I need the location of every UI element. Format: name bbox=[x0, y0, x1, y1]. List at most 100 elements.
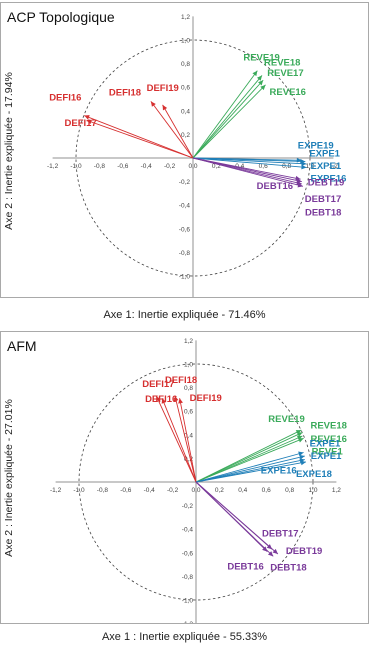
vector-arrowhead bbox=[296, 432, 303, 437]
x-tick-label: -0,4 bbox=[141, 163, 153, 170]
x-tick-label: 1,0 bbox=[305, 163, 314, 170]
x-tick-label: -1,2 bbox=[50, 487, 62, 494]
y-tick-label: 0,8 bbox=[184, 385, 193, 392]
y-tick-label: -0,8 bbox=[182, 574, 194, 581]
y-tick-label: -1,0 bbox=[179, 274, 191, 281]
point-label: EXPE18 bbox=[296, 469, 332, 480]
point-label: DEBT16 bbox=[257, 181, 293, 192]
point-label: EXPE1 bbox=[310, 439, 341, 450]
x-tick-label: 0,6 bbox=[259, 163, 268, 170]
point-label: REVE16 bbox=[310, 434, 346, 445]
y-tick-label: -0,4 bbox=[182, 527, 194, 534]
vector-arrowhead bbox=[297, 182, 303, 188]
vector-arrowhead bbox=[296, 180, 302, 186]
y-tick-label: -0,4 bbox=[179, 203, 191, 210]
x-tick-label: 0,6 bbox=[262, 487, 271, 494]
x-tick-label: -0,8 bbox=[97, 487, 109, 494]
vector-arrowhead bbox=[300, 460, 306, 466]
y-tick-label: -0,6 bbox=[182, 550, 194, 557]
point-label: DEBT18 bbox=[270, 562, 306, 573]
x-tick-label: 0,0 bbox=[191, 487, 200, 494]
vector-arrowhead bbox=[295, 430, 302, 435]
x-tick-label: 0,4 bbox=[235, 163, 244, 170]
vector-arrowhead bbox=[150, 101, 156, 107]
vector-line bbox=[195, 452, 304, 483]
x-tick-label: 0,8 bbox=[282, 163, 291, 170]
vector-arrowhead bbox=[258, 80, 264, 86]
chart-title: ACP Topologique bbox=[7, 9, 115, 25]
x-axis-label: Axe 1 : Inertie expliquée - 55.33% bbox=[101, 631, 268, 643]
y-tick-label: -0,2 bbox=[182, 503, 194, 510]
point-label: REVE18 bbox=[310, 420, 346, 431]
vector-line bbox=[150, 101, 194, 159]
vector-line bbox=[162, 104, 194, 159]
vector-arrowhead bbox=[295, 175, 301, 181]
vector-line bbox=[195, 481, 274, 557]
y-tick-label: -1,0 bbox=[182, 598, 194, 605]
vector-arrowhead bbox=[260, 84, 266, 91]
point-label: DEBT19 bbox=[286, 546, 322, 557]
vector-arrowhead bbox=[256, 75, 263, 81]
point-label: DEBT19 bbox=[308, 178, 344, 189]
vector-arrowhead bbox=[300, 158, 306, 164]
point-label: EXPE19 bbox=[298, 140, 334, 151]
x-tick-label: -1,0 bbox=[70, 163, 82, 170]
vector-arrowhead bbox=[299, 454, 305, 460]
vector-arrowhead bbox=[262, 546, 268, 552]
point-label: EXPE1 bbox=[309, 149, 340, 160]
vector-line bbox=[86, 119, 194, 159]
y-tick-label: 0,2 bbox=[181, 132, 190, 139]
y-tick-label: 0,8 bbox=[181, 61, 190, 68]
vector-line bbox=[195, 481, 279, 555]
x-tick-label: -0,6 bbox=[117, 163, 129, 170]
chart-canvas: -1,2 -1,0 -0,8 -0,6 -0,4 -0,2 0,0 0,2 0,4 0,6 0,8 1… bbox=[47, 14, 346, 297]
point-label: EXPE16 bbox=[310, 173, 346, 184]
point-label: DEBT16 bbox=[227, 562, 263, 573]
x-axis-label: Axe 1: Inertie expliquée - 71.46% bbox=[103, 309, 266, 321]
x-tick-label: -0,2 bbox=[164, 163, 176, 170]
x-tick-label: -0,2 bbox=[167, 487, 179, 494]
x-tick-label: 1,2 bbox=[329, 163, 338, 170]
point-label: EXPE16 bbox=[261, 466, 297, 477]
vector-line bbox=[84, 115, 194, 159]
chart-afm: AFM Axe 2 : Inertie expliquée - 27.01% -… bbox=[0, 331, 369, 624]
vector-line bbox=[192, 70, 258, 159]
point-label: DEFI17 bbox=[142, 379, 174, 390]
point-label: REVE1 bbox=[312, 446, 344, 457]
x-tick-label: 0,0 bbox=[188, 163, 197, 170]
x-tick-label: -1,2 bbox=[47, 163, 59, 170]
y-tick-label: -0,2 bbox=[179, 179, 191, 186]
vector-line bbox=[192, 157, 307, 165]
vector-line bbox=[174, 395, 197, 483]
vector-arrowhead bbox=[173, 395, 179, 402]
point-label: DEFI19 bbox=[190, 393, 222, 404]
point-label: REVE18 bbox=[264, 57, 300, 68]
vector-line bbox=[192, 75, 263, 159]
vector-line bbox=[192, 79, 264, 159]
point-label: DEFI18 bbox=[109, 87, 141, 98]
vector-arrowhead bbox=[156, 395, 161, 402]
point-label: REVE16 bbox=[270, 87, 306, 98]
point-label: EXPE1 bbox=[310, 161, 341, 172]
x-tick-label: 0,2 bbox=[215, 487, 224, 494]
vector-arrowhead bbox=[162, 104, 168, 111]
vector-arrowhead bbox=[267, 551, 274, 557]
chart-acp-topologique: ACP Topologique Axe 2 : Inertie expliqué… bbox=[0, 2, 369, 298]
vector-arrowhead bbox=[301, 161, 307, 167]
y-tick-label: 1,0 bbox=[181, 38, 190, 45]
vector-arrowhead bbox=[86, 119, 93, 125]
y-tick-label: 0,6 bbox=[184, 409, 193, 416]
y-tick-label: 1,2 bbox=[184, 338, 193, 345]
y-tick-label: 0,2 bbox=[184, 456, 193, 463]
x-tick-label: 1,0 bbox=[308, 487, 317, 494]
x-tick-label: -1,0 bbox=[73, 487, 85, 494]
y-tick-label: -0,8 bbox=[179, 250, 191, 257]
y-tick-label: 0,4 bbox=[184, 432, 193, 439]
y-tick-label: -0,6 bbox=[179, 226, 191, 233]
vector-line bbox=[161, 398, 197, 483]
x-tick-label: -0,8 bbox=[94, 163, 106, 170]
chart-canvas: -1,2 -1,0 -0,8 -0,6 -0,4 -0,2 0,0 0,2 0,4 0,6 0,8 1… bbox=[50, 338, 347, 623]
point-label: REVE17 bbox=[267, 68, 303, 79]
point-label: REVE19 bbox=[243, 53, 279, 64]
x-tick-label: 0,4 bbox=[238, 487, 247, 494]
